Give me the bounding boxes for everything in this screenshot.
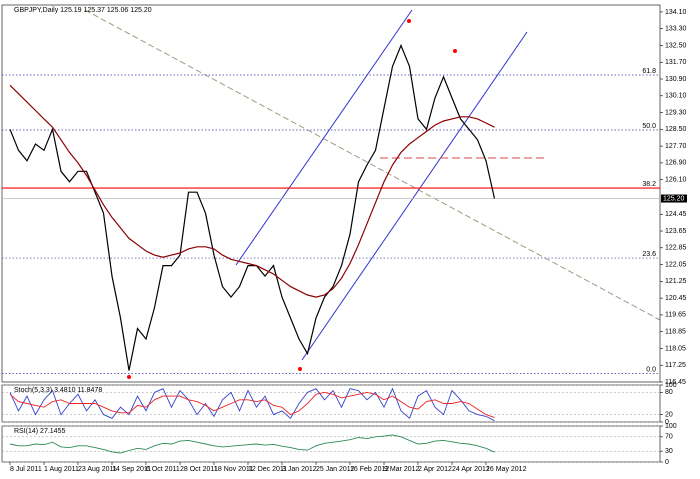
- y-tick-label: 131.70: [665, 59, 687, 66]
- y-tick-label: 0: [665, 459, 669, 466]
- y-tick-label: 123.65: [665, 228, 687, 235]
- y-tick-label: 100: [665, 423, 677, 430]
- x-tick-label: 9 Mar 2012: [384, 466, 420, 473]
- panel-frame: [1, 4, 661, 383]
- x-tick-label: 23 Aug 2011: [78, 466, 117, 473]
- y-tick-label: 129.30: [665, 109, 687, 116]
- y-tick-label: 130.90: [665, 76, 687, 83]
- x-tick-label: 3 Jan 2012: [282, 466, 317, 473]
- y-tick-label: 120.45: [665, 295, 687, 302]
- price-tag: [661, 194, 687, 203]
- y-tick-label: 126.90: [665, 160, 687, 167]
- x-tick-label: 8 Jul 2011: [10, 466, 42, 473]
- panel-title: GBPJPY,Daily 125.19 125.37 125.06 125.20: [14, 7, 152, 14]
- channel-line: [301, 31, 528, 361]
- y-tick-label: 100: [665, 382, 677, 389]
- x-tick-label: 16 May 2012: [486, 466, 527, 473]
- x-tick-label: 12 Dec 2011: [248, 466, 287, 473]
- x-tick-label: 28 Oct 2011: [180, 466, 218, 473]
- x-tick-label: 14 Sep 2011: [112, 466, 151, 473]
- fib-label: 50.0: [642, 123, 656, 130]
- y-tick-label: 118.85: [665, 329, 686, 336]
- series-line: [9, 84, 495, 298]
- y-tick-label: 117.25: [665, 362, 686, 369]
- y-tick-label: 30: [665, 448, 673, 455]
- series-line: [9, 387, 495, 422]
- y-tick-label: 133.30: [665, 26, 687, 33]
- x-tick-label: 24 Apr 2012: [452, 466, 490, 473]
- x-tick-label: 16 Feb 2012: [350, 466, 389, 473]
- x-tick-label: 1 Aug 2011: [44, 466, 79, 473]
- x-tick-label: 6 Oct 2011: [146, 466, 180, 473]
- fib-label: 23.6: [642, 251, 656, 258]
- trend-line: [84, 9, 661, 321]
- y-tick-label: 118.05: [665, 345, 686, 352]
- y-tick-label: 122.85: [665, 245, 687, 252]
- y-tick-label: 122.05: [665, 261, 687, 268]
- y-tick-label: 128.50: [665, 126, 687, 133]
- fractal-dot: [298, 367, 302, 371]
- y-tick-label: 116.45: [665, 379, 686, 386]
- price-tag-label: 125.20: [663, 195, 685, 202]
- y-tick-label: 132.50: [665, 42, 687, 49]
- y-tick-label: 80: [665, 389, 673, 396]
- channel-line: [235, 9, 413, 266]
- fractal-dot: [127, 375, 131, 379]
- fib-label: 0.0: [646, 366, 656, 373]
- panel-title: Stoch(5,3,3) 3.4810 11.8478: [14, 387, 102, 394]
- x-tick-label: 25 Jan 2012: [316, 466, 355, 473]
- x-tick-label: 2 Apr 2012: [418, 466, 452, 473]
- y-tick-label: 119.65: [665, 312, 686, 319]
- x-tick-label: 18 Nov 2011: [214, 466, 253, 473]
- y-tick-label: 126.10: [665, 177, 687, 184]
- panel-title: RSI(14) 27.1455: [14, 428, 65, 435]
- series-line: [9, 391, 495, 419]
- fib-label: 38.2: [642, 181, 656, 188]
- y-tick-label: 130.10: [665, 93, 687, 100]
- y-tick-label: 121.25: [665, 278, 687, 285]
- fractal-dot: [407, 19, 411, 23]
- y-tick-label: 0: [665, 419, 669, 426]
- y-tick-label: 70: [665, 434, 673, 441]
- series-line: [9, 434, 495, 454]
- y-tick-label: 134.10: [665, 9, 687, 16]
- y-tick-label: 20: [665, 411, 673, 418]
- y-tick-label: 127.70: [665, 143, 687, 150]
- y-tick-label: 124.45: [665, 211, 687, 218]
- fib-label: 61.8: [642, 68, 656, 75]
- fractal-dot: [453, 49, 457, 53]
